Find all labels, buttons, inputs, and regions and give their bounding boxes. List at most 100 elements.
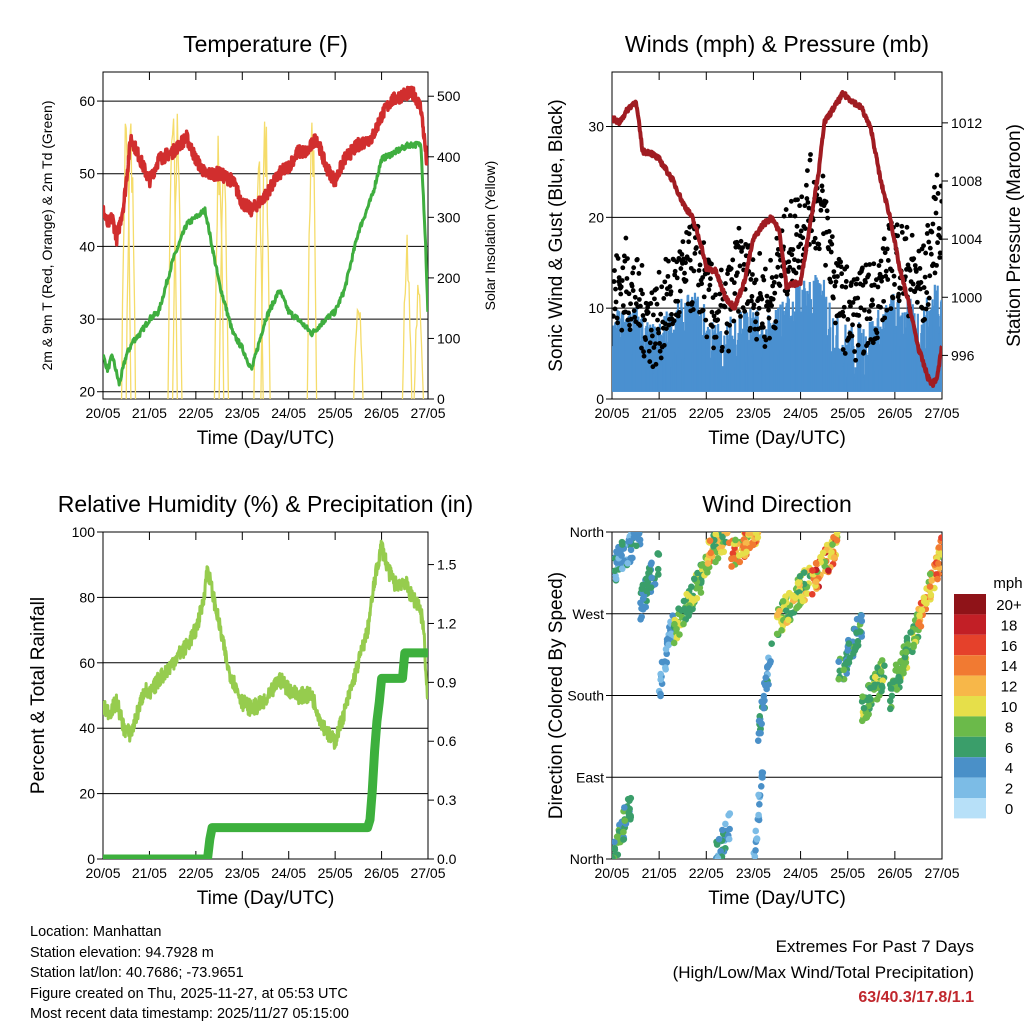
wind-direction-point <box>667 630 675 638</box>
wind-direction-point <box>690 597 698 604</box>
wind-direction-point <box>899 667 907 674</box>
gust-dot <box>853 357 859 363</box>
gust-dot <box>911 256 917 262</box>
gust-dot <box>800 235 806 241</box>
gust-dot <box>639 345 644 351</box>
gust-dot <box>802 226 808 232</box>
gust-dot <box>830 295 836 301</box>
wind-direction-point <box>723 532 731 537</box>
gust-dot <box>627 327 633 333</box>
wind-direction-point <box>845 640 853 647</box>
gust-dot <box>643 337 649 342</box>
wind-direction-point <box>926 570 934 578</box>
gust-dot <box>730 257 736 263</box>
gust-dot <box>750 257 756 263</box>
extremes-title: Extremes For Past 7 Days <box>775 937 974 956</box>
gust-dot <box>668 289 674 295</box>
elevation-text: Station elevation: 94.7928 m <box>30 944 214 961</box>
gust-dot <box>728 266 734 271</box>
wind-direction-point <box>860 704 868 712</box>
wind-direction-point <box>808 590 816 598</box>
temperature-y2tick-label: 500 <box>437 88 461 104</box>
location-text: Location: Manhattan <box>30 924 162 940</box>
humidity-y2tick-label: 1.5 <box>437 557 457 573</box>
gust-dot <box>885 277 891 282</box>
gust-dot <box>711 313 717 319</box>
gust-dot <box>922 316 928 322</box>
gust-dot <box>656 330 661 336</box>
gust-dot <box>739 249 744 254</box>
wind-direction-point <box>755 816 763 824</box>
wind-direction-point <box>621 804 628 811</box>
gust-dot <box>700 275 706 280</box>
wind-direction-point <box>642 603 650 611</box>
gust-dot <box>823 199 829 205</box>
wind-direction-point <box>719 826 726 834</box>
gust-dot <box>620 303 626 309</box>
gust-dot <box>636 271 642 276</box>
wind-direction-point <box>698 562 705 569</box>
wind-direction-point <box>858 698 866 705</box>
gust-dot <box>757 251 763 256</box>
temperature-y2tick-label: 0 <box>437 391 445 407</box>
wind-direction-point <box>918 606 926 614</box>
gust-dot <box>615 320 621 326</box>
gust-dot <box>647 359 653 364</box>
gust-dot <box>650 312 656 318</box>
gust-dot <box>859 265 865 271</box>
winds-title: Winds (mph) & Pressure (mb) <box>625 31 929 57</box>
pressure-line <box>612 90 942 388</box>
gust-dot <box>807 157 813 163</box>
gust-dot <box>867 262 873 267</box>
gust-dot <box>865 340 871 346</box>
gust-dot <box>806 205 812 211</box>
gust-dot <box>766 307 771 313</box>
gust-dot <box>648 301 654 306</box>
gust-dot <box>699 281 705 287</box>
wind-direction-point <box>612 567 619 575</box>
speed-legend-swatch <box>954 696 986 717</box>
speed-legend-label: 8 <box>1005 719 1013 736</box>
gust-dot <box>683 278 689 283</box>
wind-direction-point <box>627 794 635 802</box>
gust-dot <box>615 256 621 261</box>
wind-direction-point <box>789 592 797 599</box>
gust-dot <box>844 264 850 270</box>
solar-insolation-spike <box>125 123 137 399</box>
gust-dot <box>675 298 681 304</box>
gust-dot <box>908 287 914 292</box>
gust-dot <box>641 353 647 359</box>
humidity-xlabel: Time (Day/UTC) <box>197 888 335 909</box>
gust-dot <box>632 314 638 320</box>
gust-dot <box>775 264 781 270</box>
gust-dot <box>840 347 846 352</box>
gust-dot <box>879 278 884 284</box>
gust-dot <box>697 262 703 268</box>
wind-direction-point <box>683 590 691 598</box>
solar-insolation-spike <box>306 122 318 399</box>
gust-dot <box>820 188 825 194</box>
gust-dot <box>914 299 920 305</box>
winds-ytick-label: 0 <box>596 391 604 407</box>
gust-dot <box>658 311 664 317</box>
solar-insolation-spike <box>213 135 225 399</box>
temperature-xtick-label: 27/05 <box>410 405 445 421</box>
gust-dot <box>675 313 681 319</box>
gust-dot <box>711 345 716 351</box>
gust-dot <box>623 235 629 241</box>
gust-dot <box>862 307 867 313</box>
gust-dot <box>850 322 855 328</box>
gust-dot <box>689 300 695 305</box>
gust-dot <box>788 198 794 204</box>
gust-dot <box>709 261 714 267</box>
gust-dot <box>932 184 937 190</box>
gust-dot <box>856 323 862 329</box>
temperature-ytick-label: 50 <box>79 166 95 182</box>
gust-dot <box>896 298 902 304</box>
gust-dot <box>640 313 646 318</box>
wind-direction-point <box>799 597 807 605</box>
humidity-xtick-label: 27/05 <box>410 865 445 881</box>
gust-dot <box>936 225 942 231</box>
gust-dot <box>740 245 745 251</box>
